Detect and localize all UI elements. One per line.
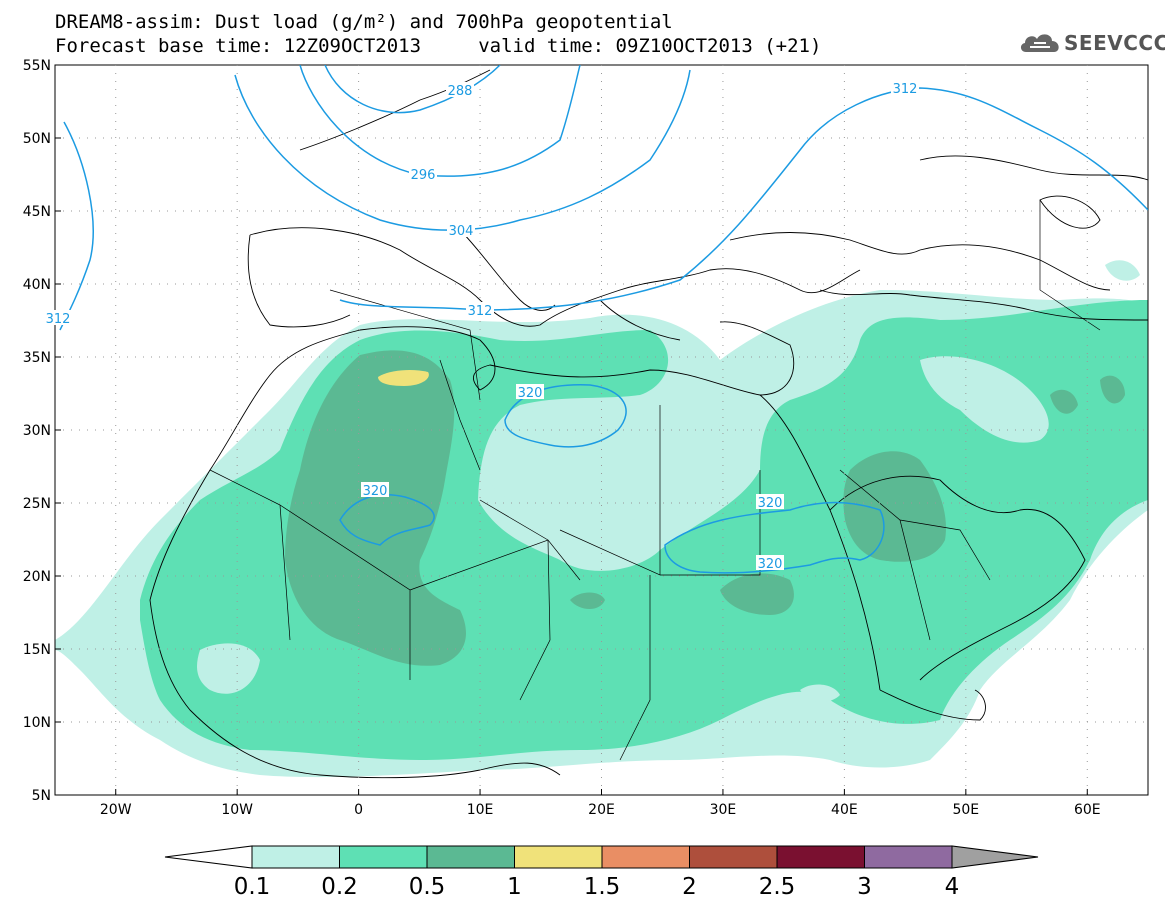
contour-label: 312 — [466, 302, 494, 319]
lon-tick-label: 10W — [221, 802, 253, 818]
contour-label: 320 — [756, 555, 784, 572]
lon-tick-label: 10E — [467, 802, 494, 818]
lat-tick-label: 50N — [23, 131, 51, 147]
colorbar-label: 0.1 — [234, 874, 271, 900]
geopotential-contours — [59, 65, 1148, 574]
dust-level-0.1-inner — [197, 356, 1049, 702]
colorbar-segment — [689, 845, 778, 869]
lat-tick-label: 30N — [23, 423, 51, 439]
contour-label: 296 — [409, 166, 437, 183]
colorbar-label: 2.5 — [759, 874, 796, 900]
contour-label: 320 — [516, 384, 544, 401]
logo-text: SEEVCCC — [1064, 31, 1165, 55]
lon-tick-label: 30E — [710, 802, 737, 818]
svg-text:288: 288 — [448, 84, 473, 99]
contour-line-304 — [234, 69, 691, 231]
colorbar-label: 0.2 — [321, 874, 358, 900]
dust-load-shading — [55, 260, 1148, 778]
axis-ticks: 20W 10W 0 10E 20E 30E 40E 50E 60E 55N 50N 45N 40N 35N… — [23, 58, 1101, 818]
colorbar-high-extend — [951, 845, 1039, 869]
colorbar-segment — [864, 845, 953, 869]
colorbar-label: 1 — [507, 874, 522, 900]
lon-tick-label: 20W — [100, 802, 132, 818]
map-title: DREAM8-assim: Dust load (g/m²) and 700hP… — [55, 11, 673, 33]
svg-text:312: 312 — [468, 304, 493, 319]
contour-label: 320 — [361, 482, 389, 499]
colorbar-segment — [251, 845, 340, 869]
lat-tick-label: 5N — [32, 788, 51, 804]
coastlines — [149, 69, 1148, 779]
contour-label: 304 — [447, 222, 475, 239]
svg-text:312: 312 — [893, 82, 918, 97]
colorbar-segment — [339, 845, 428, 869]
colorbar-segment — [776, 845, 865, 869]
colorbar-label: 1.5 — [584, 874, 621, 900]
lon-tick-label: 40E — [831, 802, 858, 818]
dust-level-0.5 — [285, 350, 1125, 666]
svg-text:320: 320 — [758, 496, 783, 511]
colorbar-label: 4 — [945, 874, 960, 900]
contour-label: 320 — [756, 494, 784, 511]
colorbar-label: 0.5 — [409, 874, 446, 900]
lon-tick-label: 20E — [588, 802, 615, 818]
contour-label: 312 — [44, 310, 72, 327]
contour-line-320-east — [664, 501, 885, 574]
lon-tick-label: 0 — [354, 802, 363, 818]
map-subtitle-times: Forecast base time: 12Z09OCT2013 valid t… — [55, 35, 822, 57]
lat-tick-label: 25N — [23, 496, 51, 512]
colorbar-segment — [601, 845, 690, 869]
svg-text:296: 296 — [411, 168, 436, 183]
svg-text:312: 312 — [46, 312, 71, 327]
contour-label: 312 — [891, 80, 919, 97]
contour-line-288 — [324, 65, 501, 114]
lon-tick-label: 50E — [952, 802, 979, 818]
contour-labels: 288 296 304 312 312 312 320 320 320 320 — [44, 80, 919, 572]
dust-level-1 — [378, 369, 429, 386]
seevccc-logo: SEEVCCC — [1018, 28, 1165, 58]
contour-label: 288 — [446, 82, 474, 99]
contour-line-320-central — [504, 384, 627, 448]
colorbar-low-extend — [164, 845, 253, 869]
lat-tick-label: 55N — [23, 58, 51, 74]
svg-text:304: 304 — [449, 224, 474, 239]
colorbar: 0.1 0.2 0.5 1 1.5 2 2.5 3 4 — [164, 845, 1039, 900]
lat-tick-label: 20N — [23, 569, 51, 585]
contour-line-312-west — [59, 121, 94, 331]
lat-tick-label: 35N — [23, 350, 51, 366]
lat-tick-label: 15N — [23, 642, 51, 658]
contour-line-296 — [299, 65, 581, 177]
svg-text:320: 320 — [363, 484, 388, 499]
colorbar-label: 3 — [857, 874, 872, 900]
lat-tick-label: 45N — [23, 204, 51, 220]
lat-lon-grid — [55, 65, 1148, 795]
lat-tick-label: 10N — [23, 715, 51, 731]
colorbar-segment — [426, 845, 515, 869]
lat-tick-label: 40N — [23, 277, 51, 293]
svg-text:320: 320 — [758, 557, 783, 572]
lon-tick-label: 60E — [1074, 802, 1101, 818]
cloud-icon — [1020, 34, 1059, 52]
colorbar-label: 2 — [682, 874, 697, 900]
colorbar-segment — [514, 845, 603, 869]
svg-text:320: 320 — [518, 386, 543, 401]
contour-line-312-main — [339, 87, 1148, 311]
